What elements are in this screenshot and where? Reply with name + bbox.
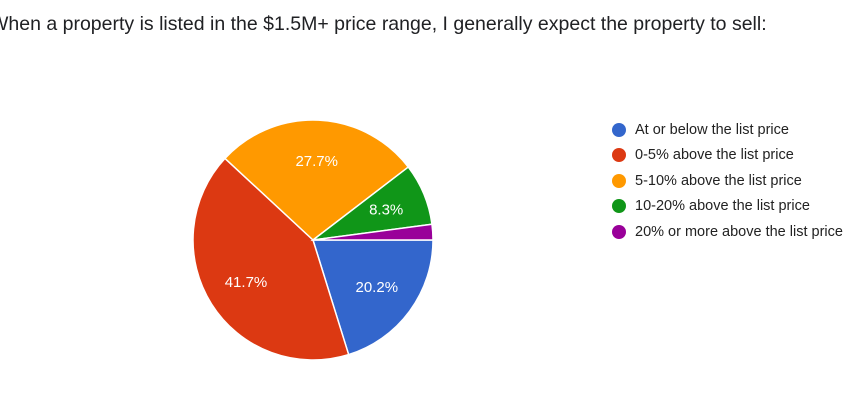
chart-legend: At or below the list price 0-5% above the… bbox=[612, 117, 843, 245]
legend-swatch bbox=[612, 173, 626, 188]
slice-label-5-10-above-the-list-price: 27.7% bbox=[295, 153, 338, 170]
slice-label-at-or-below-the-list-price: 20.2% bbox=[356, 279, 399, 296]
legend-item-10-20-above-the-list-price: 10-20% above the list price bbox=[612, 194, 843, 220]
legend-swatch bbox=[612, 224, 626, 239]
legend-item-at-or-below-the-list-price: At or below the list price bbox=[612, 117, 843, 143]
pie-slice-5-10-above-the-list-price bbox=[223, 119, 410, 241]
pie-slice-at-or-below-the-list-price bbox=[311, 239, 434, 356]
pie-slice-0-5-above-the-list-price bbox=[192, 157, 350, 361]
legend-label: 10-20% above the list price bbox=[635, 198, 810, 215]
pie-slice-20-or-more-above-the-list-price bbox=[312, 223, 434, 241]
legend-label: 0-5% above the list price bbox=[635, 147, 794, 164]
legend-swatch bbox=[612, 199, 626, 214]
legend-swatch bbox=[612, 122, 626, 137]
legend-label: At or below the list price bbox=[635, 121, 789, 138]
legend-item-0-5-above-the-list-price: 0-5% above the list price bbox=[612, 143, 843, 169]
slice-label-10-20-above-the-list-price: 8.3% bbox=[369, 202, 403, 219]
legend-label: 20% or more above the list price bbox=[635, 223, 843, 240]
slice-label-0-5-above-the-list-price: 41.7% bbox=[225, 274, 268, 291]
question-title: When a property is listed in the $1.5M+ … bbox=[0, 13, 767, 35]
legend-label: 5-10% above the list price bbox=[635, 172, 802, 189]
legend-item-20-or-more-above-the-list-price: 20% or more above the list price bbox=[612, 219, 843, 245]
legend-item-5-10-above-the-list-price: 5-10% above the list price bbox=[612, 168, 843, 194]
legend-swatch bbox=[612, 148, 626, 163]
